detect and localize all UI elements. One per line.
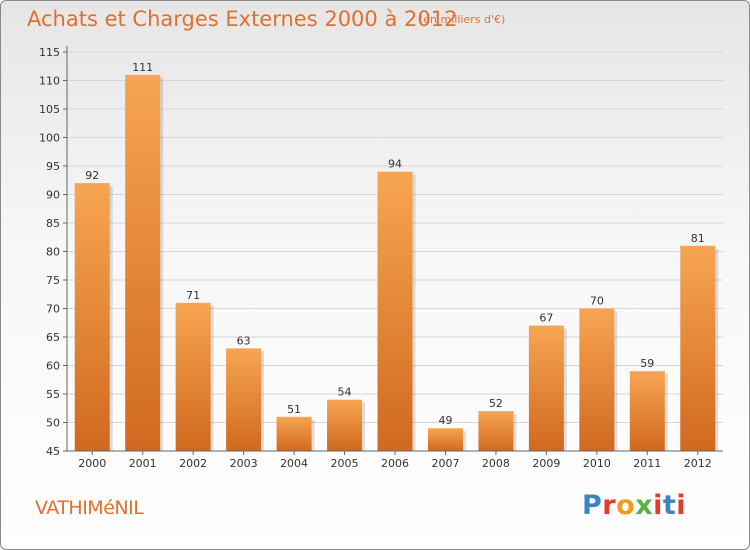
x-tick-label: 2012 bbox=[684, 457, 712, 470]
x-tick-label: 2009 bbox=[532, 457, 560, 470]
y-tick-label: 110 bbox=[39, 75, 60, 88]
y-tick-label: 55 bbox=[46, 388, 60, 401]
data-label: 67 bbox=[539, 312, 553, 325]
x-tick-label: 2006 bbox=[381, 457, 409, 470]
proxiti-logo[interactable]: Proxiti bbox=[582, 490, 687, 521]
data-label: 94 bbox=[388, 158, 402, 171]
chart-subtitle: (en milliers d'€) bbox=[419, 13, 506, 26]
x-tick-label: 2007 bbox=[431, 457, 459, 470]
x-tick-label: 2011 bbox=[633, 457, 661, 470]
bar-2001[interactable] bbox=[125, 74, 161, 452]
bar-2005[interactable] bbox=[327, 399, 363, 451]
y-tick-label: 100 bbox=[39, 132, 60, 145]
chart-title: Achats et Charges Externes 2000 à 2012 bbox=[27, 7, 458, 31]
bar-2007[interactable] bbox=[427, 428, 463, 451]
data-label: 70 bbox=[590, 295, 604, 308]
data-label: 63 bbox=[237, 334, 251, 347]
y-tick-label: 105 bbox=[39, 103, 60, 116]
bar-2009[interactable] bbox=[528, 325, 564, 451]
y-tick-label: 75 bbox=[46, 274, 60, 287]
data-label: 54 bbox=[338, 386, 352, 399]
x-tick-label: 2008 bbox=[482, 457, 510, 470]
data-label: 71 bbox=[186, 289, 200, 302]
y-tick-label: 50 bbox=[46, 417, 60, 430]
y-tick-label: 45 bbox=[46, 445, 60, 458]
x-tick-label: 2002 bbox=[179, 457, 207, 470]
data-label: 81 bbox=[691, 232, 705, 245]
y-tick-label: 80 bbox=[46, 246, 60, 259]
bar-2011[interactable] bbox=[629, 371, 665, 451]
data-label: 92 bbox=[85, 169, 99, 182]
bar-2008[interactable] bbox=[478, 411, 514, 451]
bar-2004[interactable] bbox=[276, 416, 312, 451]
bar-2010[interactable] bbox=[579, 308, 615, 452]
data-label: 49 bbox=[438, 414, 452, 427]
bar-2012[interactable] bbox=[680, 245, 716, 451]
y-tick-label: 115 bbox=[39, 46, 60, 59]
bar-2000[interactable] bbox=[74, 183, 110, 451]
data-label: 59 bbox=[640, 357, 654, 370]
bar-2003[interactable] bbox=[226, 348, 262, 451]
x-tick-label: 2001 bbox=[129, 457, 157, 470]
x-tick-label: 2004 bbox=[280, 457, 308, 470]
x-tick-label: 2010 bbox=[583, 457, 611, 470]
y-tick-label: 60 bbox=[46, 360, 60, 373]
data-label: 52 bbox=[489, 397, 503, 410]
y-tick-label: 85 bbox=[46, 217, 60, 230]
x-tick-label: 2000 bbox=[78, 457, 106, 470]
data-label: 51 bbox=[287, 403, 301, 416]
x-tick-label: 2005 bbox=[331, 457, 359, 470]
bar-2006[interactable] bbox=[377, 171, 413, 451]
y-tick-label: 65 bbox=[46, 331, 60, 344]
y-tick-label: 95 bbox=[46, 160, 60, 173]
x-tick-label: 2003 bbox=[230, 457, 258, 470]
y-tick-label: 70 bbox=[46, 303, 60, 316]
y-tick-label: 90 bbox=[46, 189, 60, 202]
bar-2002[interactable] bbox=[175, 302, 211, 451]
data-label: 111 bbox=[132, 61, 153, 74]
town-name: VATHIMéNIL bbox=[35, 497, 144, 519]
